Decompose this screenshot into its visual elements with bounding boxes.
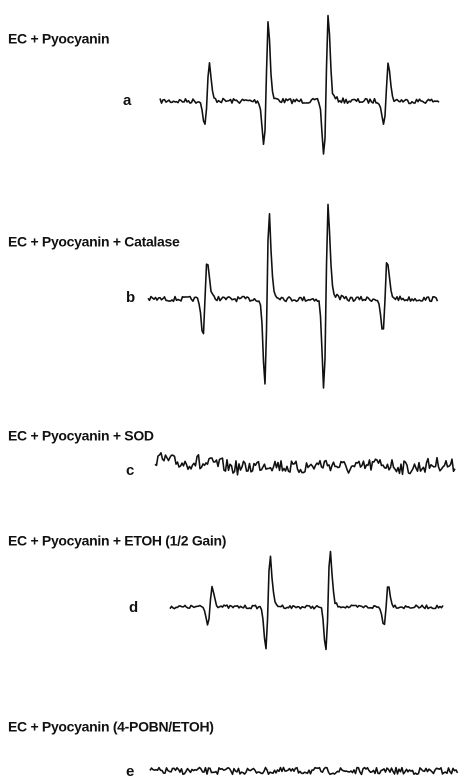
panel-label: c [126,462,134,479]
panel-title: EC + Pyocyanin + ETOH (1/2 Gain) [8,533,226,549]
spectrum-trace [159,14,440,155]
panel-title: EC + Pyocyanin (4-POBN/ETOH) [8,719,214,735]
panel-label: e [126,763,134,780]
panel-title: EC + Pyocyanin [8,31,109,47]
spectra [147,14,459,776]
panel-label: b [126,289,135,306]
spectrum-trace [147,203,439,389]
spectrum-trace [149,766,459,776]
panel-label: d [129,599,138,616]
panel-title: EC + Pyocyanin + SOD [8,428,154,444]
panel-label: a [123,92,132,109]
panel-title: EC + Pyocyanin + Catalase [8,234,180,250]
spectrum-trace [154,452,456,476]
spectrum-trace [169,550,444,651]
